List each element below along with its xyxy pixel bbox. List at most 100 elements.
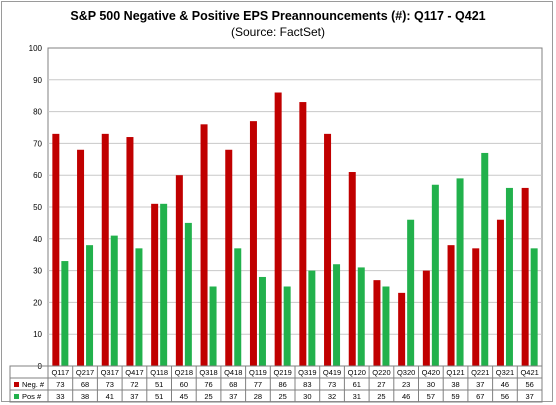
data-label: 37 [229,392,237,401]
data-label: 37 [525,392,533,401]
data-label: 46 [402,392,410,401]
x-tick-label: Q420 [422,368,440,377]
x-tick-label: Q421 [520,368,538,377]
x-tick-label: Q417 [125,368,143,377]
x-tick-label: Q317 [101,368,119,377]
pos-bar-q219 [283,286,291,366]
pos-bar-q319 [308,270,316,366]
data-label: 38 [451,380,459,389]
x-tick-label: Q120 [348,368,366,377]
data-label: 25 [377,392,385,401]
neg-bar-q421 [521,187,529,366]
neg-bar-q320 [398,292,406,366]
data-label: 57 [427,392,435,401]
pos-bar-q417 [135,248,143,366]
pos-bar-q317 [110,235,118,366]
data-label: 45 [180,392,188,401]
pos-bar-q321 [505,187,513,366]
neg-bar-q218 [175,175,183,366]
data-label: 51 [155,380,163,389]
legend-key-pos [14,394,19,399]
data-label: 56 [525,380,533,389]
data-label: 83 [303,380,311,389]
y-tick-label: 90 [33,76,42,85]
y-tick-label: 50 [33,203,42,212]
data-label: 25 [204,392,212,401]
data-label: 31 [353,392,361,401]
pos-bar-q221 [481,152,489,366]
neg-bar-q318 [200,124,208,366]
x-tick-label: Q119 [249,368,267,377]
data-label: 68 [229,380,237,389]
pos-bar-q119 [258,276,266,366]
x-tick-label: Q318 [199,368,217,377]
data-label: 76 [204,380,212,389]
data-label: 38 [81,392,89,401]
pos-bar-q218 [184,222,192,366]
legend-label: Pos # [22,392,42,401]
pos-bar-q418 [234,248,242,366]
neg-bar-q119 [249,121,257,366]
data-label: 51 [155,392,163,401]
y-tick-label: 100 [29,44,43,53]
data-label: 37 [130,392,138,401]
data-label: 68 [81,380,89,389]
data-label: 46 [501,380,509,389]
x-tick-label: Q419 [323,368,341,377]
y-tick-label: 10 [33,330,42,339]
gridlines [47,47,543,367]
data-label: 27 [377,380,385,389]
x-tick-label: Q121 [446,368,464,377]
y-tick-label: 60 [33,171,42,180]
data-label: 67 [476,392,484,401]
x-tick-label: Q319 [298,368,316,377]
pos-bar-q118 [160,203,168,366]
pos-bar-q318 [209,286,217,366]
data-label: 23 [402,380,410,389]
neg-bar-q217 [77,149,85,366]
data-label: 28 [254,392,262,401]
neg-bar-q220 [373,280,381,366]
y-tick-label: 80 [33,108,42,117]
neg-bar-q418 [225,149,233,366]
x-tick-label: Q220 [372,368,390,377]
pos-bar-q217 [86,245,94,366]
data-label: 73 [328,380,336,389]
data-label: 30 [427,380,435,389]
data-label: 73 [56,380,64,389]
neg-bar-q317 [101,133,109,366]
neg-bar-q117 [52,133,60,366]
y-tick-label: 40 [33,235,42,244]
x-tick-label: Q321 [496,368,514,377]
data-label: 86 [278,380,286,389]
neg-bar-q417 [126,137,134,366]
data-label: 61 [353,380,361,389]
y-tick-label: 70 [33,139,42,148]
pos-bar-q121 [456,178,464,366]
pos-bar-q120 [357,267,365,366]
x-tick-label: Q219 [273,368,291,377]
data-label: 37 [476,380,484,389]
chart-title: S&P 500 Negative & Positive EPS Preannou… [70,9,486,23]
neg-bar-q121 [447,245,455,366]
neg-bar-q321 [496,219,504,366]
pos-bar-q419 [333,264,341,366]
pos-bar-q420 [431,184,439,366]
y-tick-label: 30 [33,267,42,276]
legend-key-neg [14,382,19,387]
data-label: 32 [328,392,336,401]
pos-bar-q220 [382,286,390,366]
x-tick-label: Q118 [150,368,168,377]
data-label: 60 [180,380,188,389]
data-label: 56 [501,392,509,401]
neg-bar-q219 [274,92,282,367]
pos-bar-q421 [530,248,538,366]
data-label: 25 [278,392,286,401]
x-tick-label: Q217 [76,368,94,377]
data-table: Q117 Q217 Q317 Q417 Q118 Q218 Q318 Q418 Q119 Q219… [9,365,543,403]
pos-bar-q117 [61,261,69,366]
x-tick-label: Q218 [175,368,193,377]
pos-bar-q320 [407,219,415,366]
